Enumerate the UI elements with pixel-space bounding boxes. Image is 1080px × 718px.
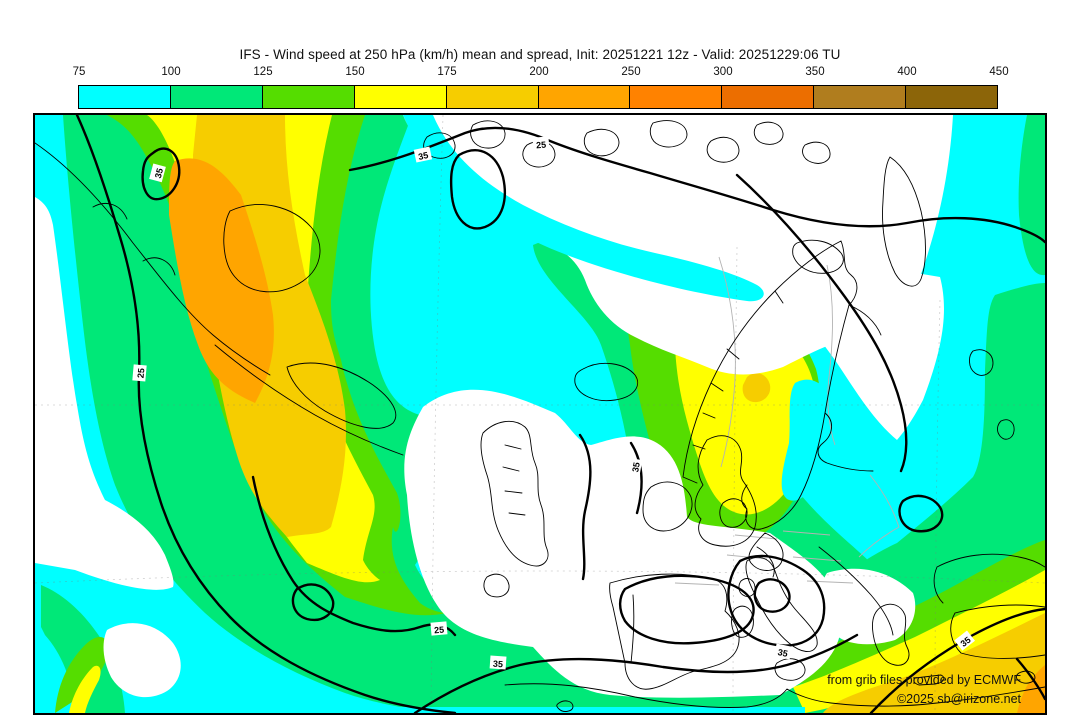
attribution-copyright: ©2025 sb@irizone.net bbox=[896, 692, 1021, 706]
svg-text:35: 35 bbox=[630, 461, 642, 473]
svg-text:35: 35 bbox=[777, 647, 789, 659]
weather-map: 35 25 35 25 35 25 35 35 35 bbox=[35, 115, 1045, 713]
chart-title: IFS - Wind speed at 250 hPa (km/h) mean … bbox=[239, 47, 841, 62]
colorbar-segment bbox=[721, 86, 814, 108]
wind-speed-colorbar: 75 100 125 150 175 200 250 300 350 400 450 bbox=[73, 66, 1009, 109]
spread-contour-arctic-loop bbox=[449, 149, 507, 230]
contour-label: 35 bbox=[489, 655, 507, 670]
spread-contour-iberia-loop bbox=[618, 574, 755, 645]
colorbar-tick-label: 175 bbox=[437, 66, 457, 78]
svg-text:25: 25 bbox=[536, 140, 547, 151]
field-white-sw-blob bbox=[103, 623, 181, 698]
colorbar-tick-label: 450 bbox=[989, 66, 1009, 78]
contour-label: 35 bbox=[626, 457, 643, 476]
coastline-canada bbox=[35, 142, 404, 456]
spread-contour-finland-diagonal bbox=[735, 173, 908, 473]
colorbar-tick-label: 100 bbox=[161, 66, 181, 78]
field-white-atlantic-iberia bbox=[404, 389, 842, 698]
colorbar-segment bbox=[169, 86, 262, 108]
field-sw-corner-yellow bbox=[69, 665, 101, 713]
field-white-russia-wedge bbox=[770, 266, 944, 440]
field-cyan-baltic bbox=[781, 379, 836, 501]
svg-text:25: 25 bbox=[136, 368, 147, 379]
spread-contour-north-long bbox=[348, 126, 1045, 244]
colorbar-segment bbox=[261, 86, 354, 108]
contour-label: 25 bbox=[532, 136, 550, 151]
field-cyan-bottom-strip bbox=[185, 707, 805, 713]
field-southeast-yellow bbox=[793, 570, 1045, 713]
spread-contour-nw-loop bbox=[141, 147, 181, 201]
svg-text:35: 35 bbox=[959, 635, 973, 649]
colorbar-segment bbox=[813, 86, 906, 108]
contour-label: 35 bbox=[773, 643, 793, 660]
colorbar-tick-label: 150 bbox=[345, 66, 365, 78]
spread-contours bbox=[75, 115, 1045, 713]
contour-label: 35 bbox=[413, 146, 433, 163]
field-jet-orange-core bbox=[169, 158, 274, 403]
colorbar-tick-label: 300 bbox=[713, 66, 733, 78]
colorbar-segment bbox=[79, 86, 170, 108]
spread-contour-sw-branch bbox=[251, 475, 457, 637]
field-sw-corner-chartreuse bbox=[55, 636, 109, 713]
field-scandinavia-gold-spot bbox=[742, 373, 771, 403]
field-white-ionian-pocket bbox=[820, 568, 916, 645]
colorbar-segment bbox=[445, 86, 538, 108]
colorbar-tick-label: 250 bbox=[621, 66, 641, 78]
coastline-greenland-iceland bbox=[480, 362, 639, 598]
svg-text:35: 35 bbox=[417, 150, 429, 162]
field-right-edge-green bbox=[1018, 115, 1045, 276]
spread-contour-italy-loops bbox=[727, 554, 826, 647]
map-frame: 35 25 35 25 35 25 35 35 35 from bbox=[33, 113, 1047, 715]
wind-speed-field bbox=[35, 115, 1045, 713]
colorbar-tick-label: 75 bbox=[72, 66, 86, 78]
colorbar-segment bbox=[537, 86, 630, 108]
contour-label: 35 bbox=[149, 163, 166, 183]
coastline-mediterranean bbox=[504, 546, 1045, 712]
spread-contour-labels: 35 25 35 25 35 25 35 35 35 bbox=[132, 136, 975, 670]
colorbar-segment bbox=[353, 86, 446, 108]
contour-label: 25 bbox=[430, 621, 448, 636]
graticule-lines bbox=[35, 115, 1045, 713]
svg-text:35: 35 bbox=[493, 659, 504, 670]
attribution-source: from grib files provided by ECMWF bbox=[827, 673, 1021, 687]
colorbar-tick-label: 400 bbox=[897, 66, 917, 78]
colorbar-segment bbox=[905, 86, 998, 108]
colorbar-tick-label: 125 bbox=[253, 66, 273, 78]
spread-contour-west-long bbox=[75, 115, 457, 713]
spread-contour-blacksea-loop bbox=[898, 494, 944, 533]
spread-contour-africa bbox=[413, 633, 859, 713]
colorbar-segment bbox=[629, 86, 722, 108]
field-southeast-chartreuse bbox=[792, 540, 1045, 685]
svg-text:35: 35 bbox=[153, 167, 165, 179]
field-southeast-green bbox=[788, 283, 1045, 663]
coastline-uk-ireland bbox=[642, 435, 775, 578]
svg-text:25: 25 bbox=[434, 625, 445, 636]
contour-label: 35 bbox=[954, 630, 975, 651]
colorbar-tick-label: 350 bbox=[805, 66, 825, 78]
contour-label: 25 bbox=[132, 364, 147, 382]
colorbar-tick-label: 200 bbox=[529, 66, 549, 78]
field-cyan-top-slice bbox=[403, 115, 764, 302]
field-southeast-gold bbox=[823, 613, 1045, 713]
coastline-scandinavia bbox=[682, 240, 882, 571]
field-white-left-strip bbox=[35, 197, 174, 590]
spread-contour-atlantic-wavy bbox=[578, 433, 643, 581]
